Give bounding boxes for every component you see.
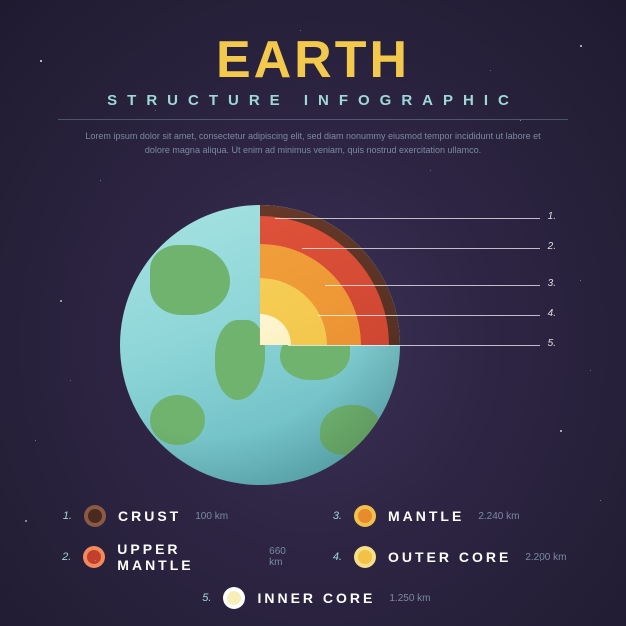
legend-distance: 660 km [269,546,300,568]
legend-number: 2. [60,551,71,563]
star-icon [540,560,541,561]
legend-distance: 100 km [195,511,228,522]
star-icon [155,110,156,111]
legend-number: 1. [60,510,72,522]
legend-item: 5. INNER CORE 1.250 km [199,587,430,609]
star-icon [580,280,581,281]
star-icon [520,120,521,121]
continent-shape [150,395,205,445]
legend-label: OUTER CORE [388,549,511,565]
pointer-line: 1. [275,218,540,219]
legend-number: 5. [199,592,211,604]
pointer-number: 5. [548,338,556,349]
legend-item: 3. MANTLE 2.240 km [330,505,570,527]
star-icon [70,380,71,381]
star-icon [60,300,62,302]
pointer-line: 4. [318,315,540,316]
legend-swatch [223,587,245,609]
star-icon [100,180,101,181]
star-icon [25,520,27,522]
pointer-line: 3. [325,285,540,286]
legend-number: 3. [330,510,342,522]
legend-item: 4. OUTER CORE 2.200 km [330,541,570,573]
legend-label: UPPER MANTLE [117,541,255,573]
star-icon [560,430,562,432]
pointer-number: 2. [548,241,556,252]
legend-distance: 2.200 km [525,552,566,563]
legend-swatch [83,546,105,568]
star-icon [490,70,491,71]
legend-swatch [354,546,376,568]
star-icon [430,170,431,171]
pointer-number: 3. [548,278,556,289]
legend: 1. CRUST 100 km 3. MANTLE 2.240 km 2. UPPER MAN… [60,505,570,609]
legend-distance: 2.240 km [478,511,519,522]
continent-shape [215,320,265,400]
continent-shape [150,245,230,315]
legend-label: INNER CORE [257,590,375,606]
legend-distance: 1.250 km [389,593,430,604]
pointer-number: 4. [548,308,556,319]
pointer-line: 5. [288,345,540,346]
legend-number: 4. [330,551,342,563]
legend-label: MANTLE [388,508,464,524]
pointer-number: 1. [548,211,556,222]
legend-item: 1. CRUST 100 km [60,505,300,527]
divider [58,119,568,120]
star-icon [95,560,96,561]
star-icon [590,370,591,371]
legend-item: 2. UPPER MANTLE 660 km [60,541,300,573]
legend-label: CRUST [118,508,181,524]
header: EARTH STRUCTURE INFOGRAPHIC Lorem ipsum … [0,30,626,157]
star-icon [35,440,36,441]
page-subtitle: STRUCTURE INFOGRAPHIC [0,92,626,109]
star-icon [580,45,582,47]
star-icon [600,500,601,501]
intro-blurb: Lorem ipsum dolor sit amet, consectetur … [73,130,553,157]
page-title: EARTH [0,30,626,90]
legend-swatch [84,505,106,527]
star-icon [300,30,301,31]
legend-swatch [354,505,376,527]
star-icon [40,60,42,62]
continent-shape [320,405,380,455]
pointer-line: 2. [302,248,540,249]
